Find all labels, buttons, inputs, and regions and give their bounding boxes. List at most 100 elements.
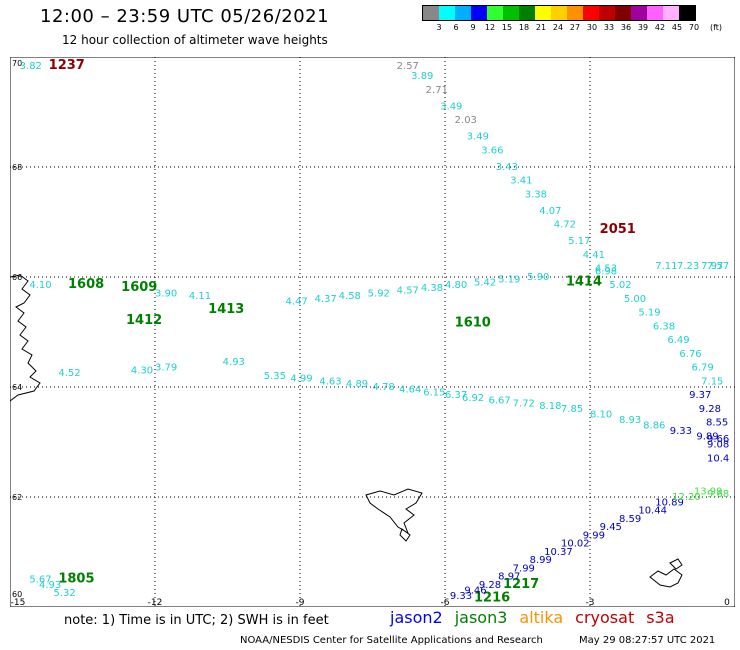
wave-height-label: 9.37 (689, 390, 711, 401)
wave-height-label: 4.37 (315, 294, 337, 305)
wave-height-label: 4.89 (346, 379, 368, 390)
wave-height-label: 2.57 (397, 61, 419, 72)
wave-height-label: 10.37 (544, 547, 573, 558)
wave-height-label: 4.58 (339, 291, 361, 302)
wave-height-label: 2.71 (426, 85, 448, 96)
wave-height-label: 3.79 (155, 363, 177, 374)
color-scale-legend: 3 6 9 12 15 18 21 24 27 30 33 36 39 42 45 70 (ft) (422, 5, 722, 35)
pass-time-label: 1237 (49, 58, 85, 73)
wave-height-label: 4.72 (554, 220, 576, 231)
wave-height-label: 8.59 (619, 514, 641, 525)
legend-tick: 39 (637, 23, 649, 32)
coastline-shetland (649, 558, 683, 588)
wave-height-label: 4.53 (595, 264, 617, 275)
wave-height-label: 4.52 (58, 368, 80, 379)
wave-height-label: 3.38 (525, 189, 547, 200)
wave-height-label: 4.41 (583, 250, 605, 261)
wave-height-label: 5.02 (609, 280, 631, 291)
wave-height-label: 4.78 (373, 382, 395, 393)
map-frame (10, 57, 735, 607)
pass-time-label: 1608 (68, 277, 104, 292)
wave-height-label: 4.99 (290, 374, 312, 385)
legend-unit: (ft) (709, 23, 723, 32)
wave-height-label: 6.49 (667, 335, 689, 346)
legend-tick: 30 (586, 23, 598, 32)
legend-swatch (631, 6, 647, 20)
y-tick-label: 64 (12, 383, 22, 392)
wave-height-label: 3.90 (155, 288, 177, 299)
page-subtitle: 12 hour collection of altimeter wave hei… (62, 33, 328, 47)
wave-height-label: 4.11 (189, 291, 211, 302)
wave-height-label: 4.38 (421, 283, 443, 294)
legend-tick: 21 (535, 23, 547, 32)
wave-height-label: 6.76 (679, 349, 701, 360)
pass-time-labels: 1237 2051 1608 1609 1412 1413 1414 1610 1805 1217… (49, 58, 636, 606)
wave-height-label: 4.07 (539, 206, 561, 217)
wave-height-label: 5.19 (498, 275, 520, 286)
y-tick-label: 60 (12, 590, 22, 599)
wave-height-label: 8.18 (539, 401, 561, 412)
wave-height-label: 6.38 (653, 321, 675, 332)
wave-height-label: 9.99 (583, 530, 605, 541)
legend-tick: 42 (654, 23, 666, 32)
legend-swatch (551, 6, 567, 20)
wave-height-label: 5.90 (527, 272, 549, 283)
y-tick-label: 66 (12, 273, 22, 282)
wave-height-label: 9.68 (707, 489, 729, 500)
legend-swatch (519, 6, 535, 20)
legend-swatch (535, 6, 551, 20)
wave-height-label: 4.80 (445, 280, 467, 291)
wave-height-label: 3.49 (467, 132, 489, 143)
legend-ticks: 3 6 9 12 15 18 21 24 27 30 33 36 39 42 45 70 (ft) (422, 21, 722, 35)
x-tick-label: -3 (586, 598, 595, 607)
wave-height-label: 5.17 (568, 236, 590, 247)
wave-height-label: 3.41 (510, 176, 532, 187)
y-tick-label: 68 (12, 163, 22, 172)
legend-tick: 9 (470, 23, 476, 32)
satellite-legend-item: jason3 (454, 608, 508, 627)
wave-height-label: 12.20 (672, 492, 701, 503)
wave-height-label: 7.11 (655, 261, 677, 272)
wave-height-label: 7.85 (561, 404, 583, 415)
wave-height-values: 3.82 2.573.89 2.71 3.49 2.03 3.49 3.66 3.43 3.41… (20, 61, 730, 602)
satellite-legend-item: s3a (646, 608, 675, 627)
x-tick-label: 0 (724, 598, 730, 607)
wave-height-label: 7.23 (677, 261, 699, 272)
legend-tick: 27 (569, 23, 581, 32)
wave-height-label: 7.72 (513, 398, 535, 409)
wave-height-label: 8.93 (619, 415, 641, 426)
wave-height-label: 9.66 (707, 434, 729, 445)
legend-tick: 33 (603, 23, 615, 32)
wave-height-label: 9.45 (600, 522, 622, 533)
wave-height-label: 10.4 (707, 453, 729, 464)
pass-time-label: 1216 (474, 591, 510, 606)
x-tick-label: -15 (11, 598, 26, 607)
legend-tick: 36 (620, 23, 632, 32)
page-title: 12:00 – 23:59 UTC 05/26/2021 (40, 6, 330, 27)
wave-height-label: 6.37 (445, 390, 467, 401)
legend-tick: 70 (688, 23, 700, 32)
wave-height-label: 7.15 (701, 376, 723, 387)
wave-height-label: 4.93 (39, 580, 61, 591)
wave-height-label: 3.82 (20, 61, 42, 72)
wave-height-label: 4.57 (397, 286, 419, 297)
legend-tick: 15 (501, 23, 513, 32)
wave-height-label: 5.00 (624, 294, 646, 305)
legend-swatch (439, 6, 455, 20)
wave-height-label: 8.99 (530, 555, 552, 566)
wave-height-label: 9.33 (450, 591, 472, 602)
legend-swatch (423, 6, 439, 20)
x-tick-label: -12 (148, 598, 163, 607)
wave-height-label: 6.15 (423, 387, 445, 398)
wave-height-label: 4.30 (131, 365, 153, 376)
wave-height-label: 10.89 (655, 497, 684, 508)
coastline-west (10, 274, 41, 402)
legend-swatch (599, 6, 615, 20)
pass-time-label: 1217 (503, 577, 539, 592)
wave-height-label: 4.63 (319, 376, 341, 387)
wave-height-label: 5.42 (474, 277, 496, 288)
grid-lines (10, 57, 735, 607)
wave-height-label: 5.67 (29, 574, 51, 585)
satellite-legend-item: altika (519, 608, 564, 627)
y-tick-label: 62 (12, 493, 22, 502)
